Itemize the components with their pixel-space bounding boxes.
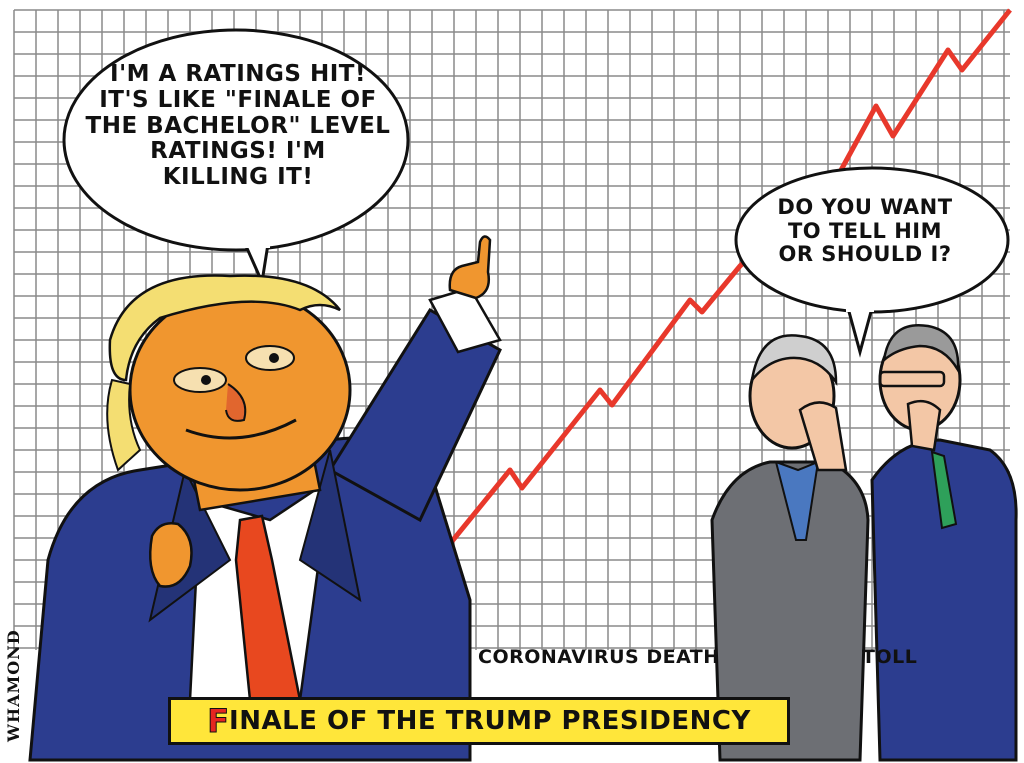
chart-label-toll: TOLL [862,646,918,668]
speech-bubble-advisor-text: DO YOU WANT TO TELL HIM OR SHOULD I? [777,195,953,267]
speech-bubble-advisor [734,166,1010,358]
caption-banner: F INALE OF THE TRUMP PRESIDENCY [168,697,790,745]
artist-signature: WHAMOND [4,629,23,742]
death-toll-trend-line [438,8,1012,558]
chart-label-death: CORONAVIRUS DEATH [478,646,720,668]
caption-initial-letter: F [207,702,230,741]
advisor-blue-suit-figure [870,323,1018,762]
advisor-grey-suit-figure [710,334,870,762]
speech-bubble-president [62,28,410,288]
caption-text: INALE OF THE TRUMP PRESIDENCY [229,706,751,736]
president-figure [28,235,502,762]
speech-bubble-president-text: I'M A RATINGS HIT! IT'S LIKE "FINALE OF … [85,61,391,190]
